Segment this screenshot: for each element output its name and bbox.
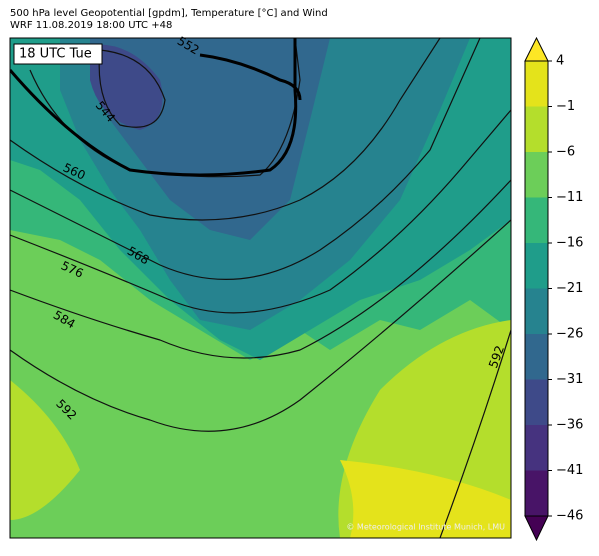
colorbar-tick-label: −41 — [556, 463, 583, 478]
colorbar-bin — [525, 470, 548, 516]
colorbar-tick-label: −31 — [556, 372, 583, 387]
colorbar-bin — [525, 334, 548, 380]
colorbar-tick-label: −26 — [556, 327, 583, 342]
colorbar-tick-label: −21 — [556, 281, 583, 296]
colorbar-tick-label: 4 — [556, 54, 564, 69]
colorbar-bin — [525, 61, 548, 107]
subtitle: WRF 11.08.2019 18:00 UTC +48 — [10, 20, 172, 31]
colorbar-bin — [525, 197, 548, 243]
colorbar-tick-label: −46 — [556, 509, 583, 524]
title: 500 hPa level Geopotential [gpdm], Tempe… — [10, 8, 328, 19]
colorbar-bin — [525, 425, 548, 471]
colorbar-tick-label: −6 — [556, 145, 575, 160]
time-label: 18 UTC Tue — [19, 47, 92, 62]
colorbar-bin — [525, 106, 548, 152]
colorbar-tick-label: −1 — [556, 99, 575, 114]
credit: © Meteorological Institute Munich, LMU — [346, 523, 505, 532]
colorbar-tick-label: −16 — [556, 236, 583, 251]
colorbar-extend-min — [524, 515, 549, 542]
colorbar-extend-max — [524, 36, 549, 62]
colorbar-bin — [525, 379, 548, 425]
colorbar-bin — [525, 288, 548, 334]
colorbar-tick-label: −11 — [556, 190, 583, 205]
colorbar-tick-label: −36 — [556, 418, 583, 433]
colorbar-bin — [525, 152, 548, 198]
map — [10, 38, 511, 538]
colorbar-bin — [525, 243, 548, 289]
